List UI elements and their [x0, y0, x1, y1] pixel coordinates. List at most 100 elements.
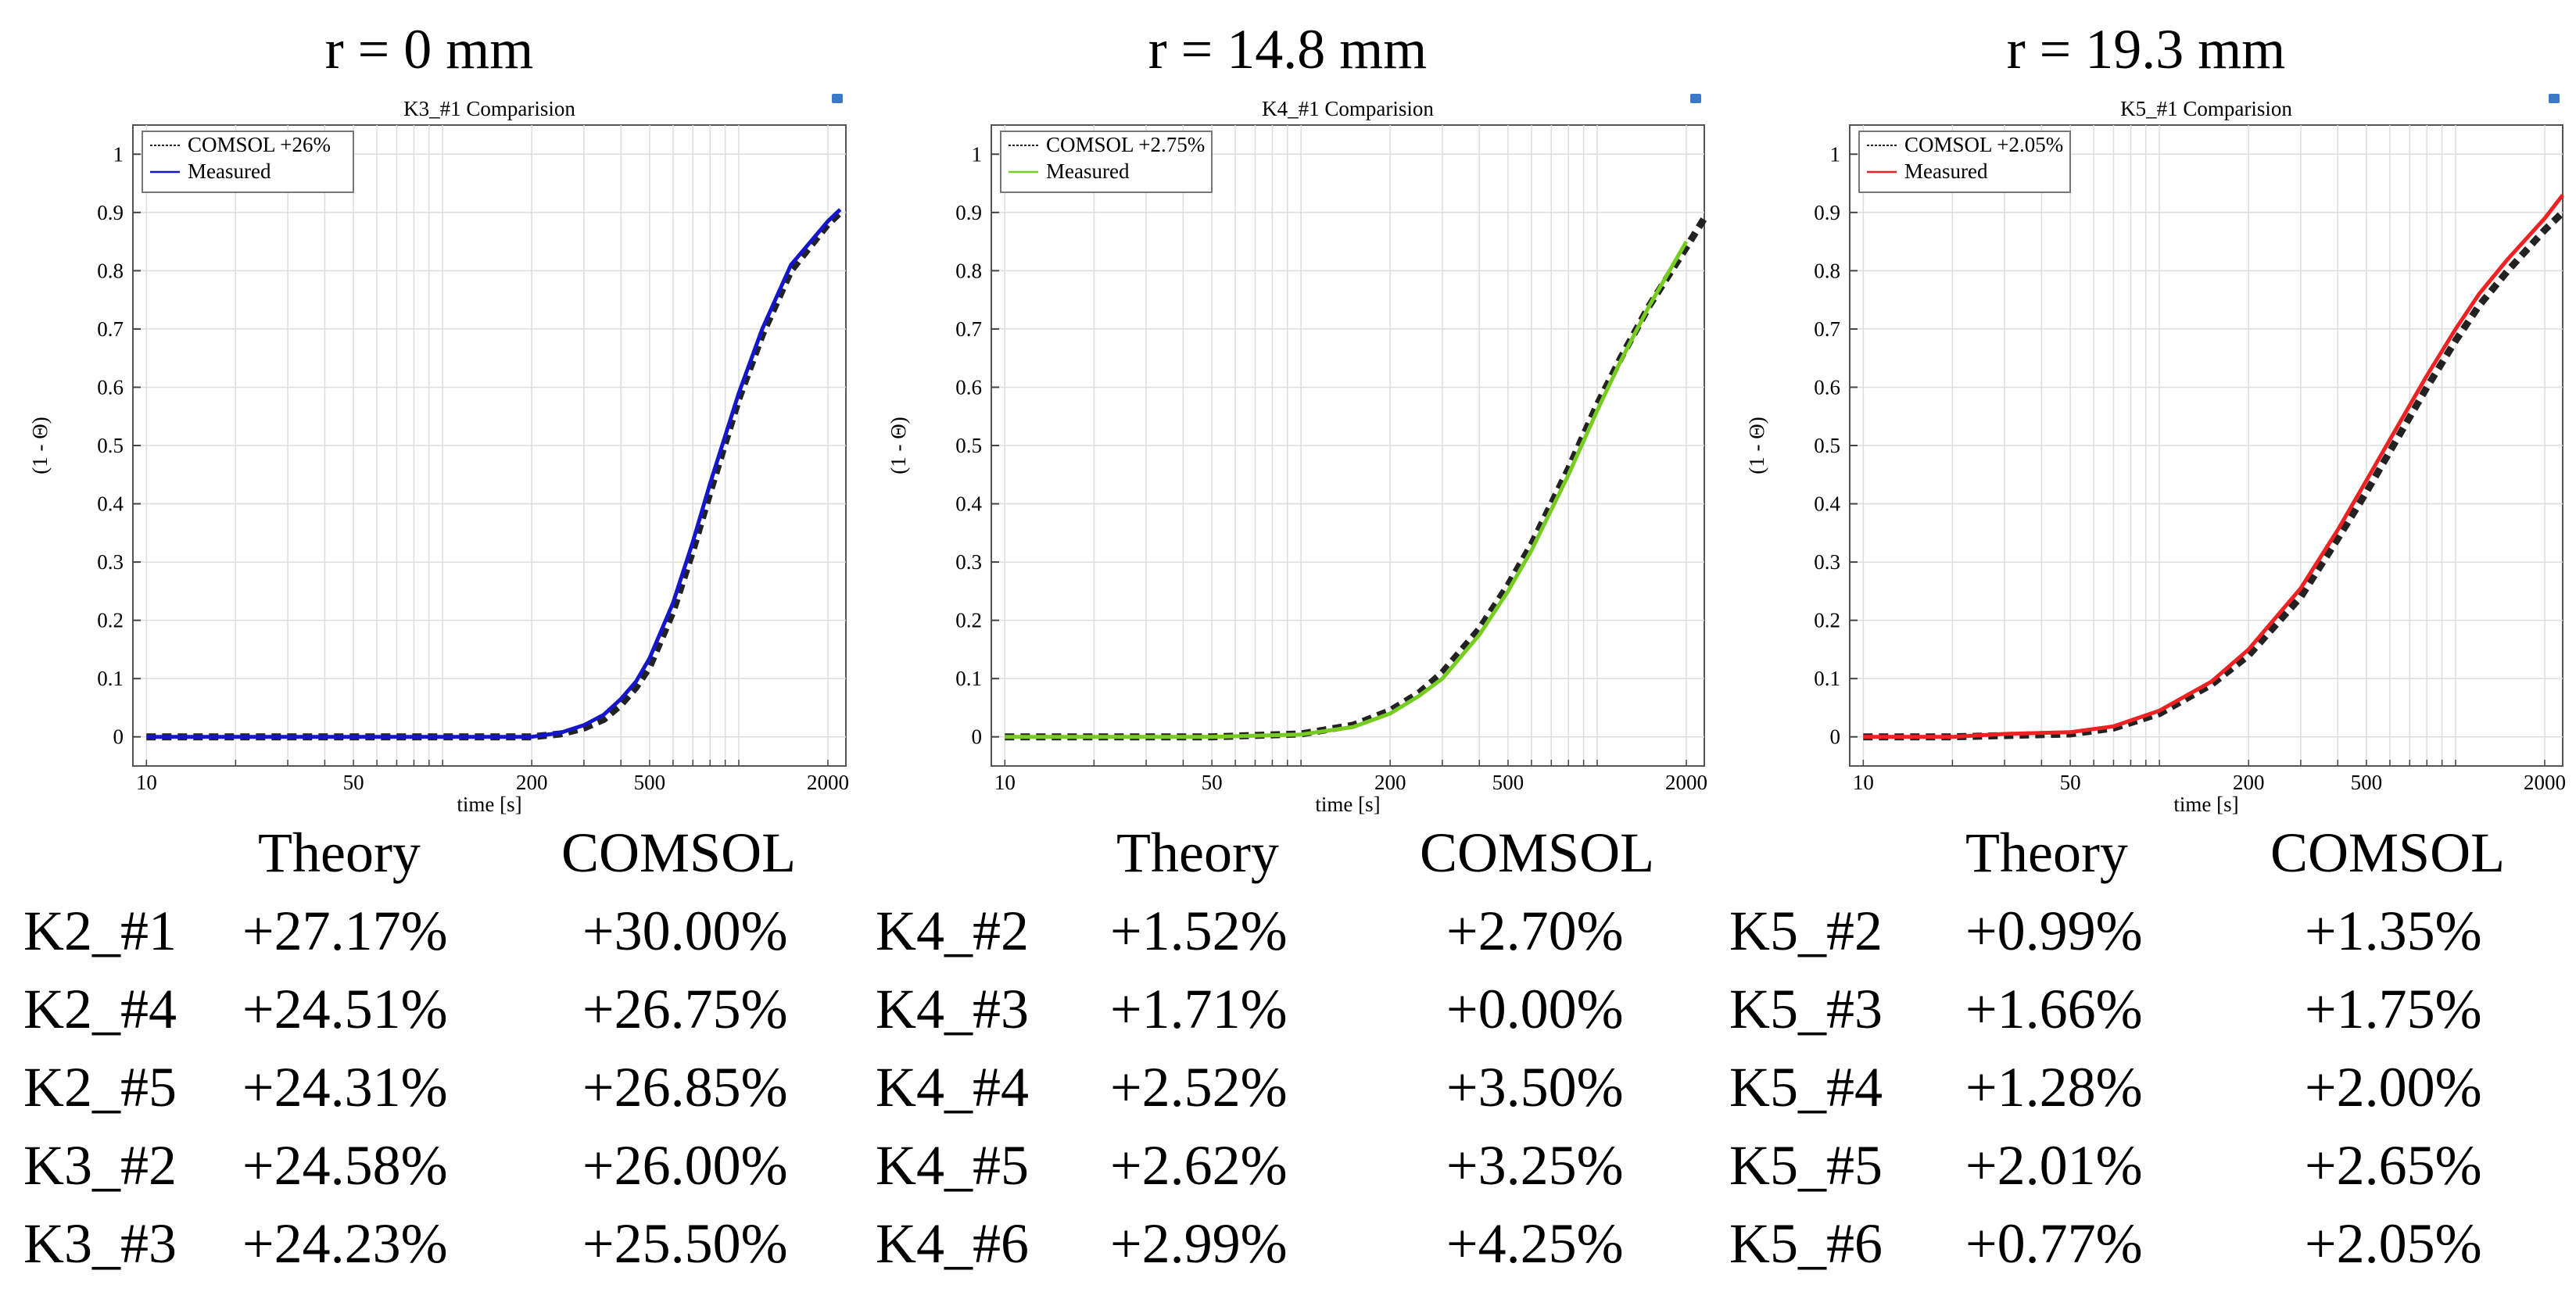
y-tick-label: 0.4 — [1814, 492, 1840, 516]
probe-cell: K4_#3 — [876, 978, 1029, 1040]
theory-cell: +24.31% — [242, 1056, 448, 1118]
x-tick-label: 50 — [1202, 771, 1223, 794]
radius-heading: r = 14.8 mm — [1148, 18, 1428, 81]
y-tick-label: 0.8 — [97, 259, 124, 282]
comsol-cell: +26.85% — [582, 1056, 788, 1118]
theory-cell: +0.99% — [1965, 900, 2143, 962]
comsol-cell: +3.50% — [1446, 1056, 1624, 1118]
probe-cell: K2_#1 — [23, 900, 177, 962]
y-axis-label: (1 - Θ) — [887, 417, 910, 474]
y-tick-label: 0.9 — [97, 201, 124, 224]
chart-title: K4_#1 Comparision — [1262, 97, 1434, 120]
y-tick-label: 0.1 — [1814, 667, 1840, 690]
y-tick-label: 0.7 — [97, 317, 124, 341]
comparison-chart: K3_#1 Comparision 0 0.1 0.2 0.3 0.4 0.5 0.6 0.7 0… — [28, 94, 849, 816]
table-row: K5_#3 +1.66% +1.75% — [1717, 977, 2575, 1055]
probe-cell: K3_#3 — [23, 1212, 177, 1275]
comsol-cell: +26.00% — [582, 1134, 788, 1197]
table-row: K4_#4 +2.52% +3.50% — [858, 1055, 1717, 1133]
legend-label: Measured — [1046, 159, 1130, 183]
table-row: K5_#5 +2.01% +2.65% — [1717, 1133, 2575, 1211]
legend-label: COMSOL +2.05% — [1904, 133, 2063, 156]
legend-label: Measured — [188, 159, 271, 183]
theory-cell: +24.51% — [242, 978, 448, 1040]
y-tick-label: 0.3 — [97, 550, 124, 574]
table-row: K5_#4 +1.28% +2.00% — [1717, 1055, 2575, 1133]
theory-cell: +24.58% — [242, 1134, 448, 1197]
comparison-chart: K5_#1 Comparision 0 0.1 0.2 0.3 0.4 0.5 0.6 0.7 0… — [1745, 94, 2566, 816]
panel-r14-8: r = 14.8 mm K4_#1 Comparision 0 0.1 0.2 0.3 0… — [858, 0, 1717, 1292]
y-tick-label: 0.5 — [97, 434, 124, 457]
header-theory: Theory — [1965, 821, 2128, 884]
table-row: K5_#6 +0.77% +2.05% — [1717, 1211, 2575, 1290]
table-row: K2_#4 +24.51% +26.75% — [0, 977, 858, 1055]
x-tick-label: 10 — [1853, 771, 1874, 794]
x-tick-label: 2000 — [807, 771, 849, 794]
x-tick-label: 200 — [1374, 771, 1406, 794]
y-tick-label: 0.3 — [1814, 550, 1840, 574]
comsol-cell: +1.75% — [2305, 978, 2482, 1040]
window-icon — [2549, 94, 2560, 103]
legend-label: COMSOL +2.75% — [1046, 133, 1205, 156]
legend-label: COMSOL +26% — [188, 133, 331, 156]
probe-cell: K4_#6 — [876, 1212, 1029, 1275]
y-tick-label: 0.7 — [955, 317, 982, 341]
measured-series-line — [1005, 240, 1689, 739]
probe-cell: K2_#4 — [23, 978, 177, 1040]
y-tick-label: 0.4 — [97, 492, 124, 516]
theory-cell: +1.66% — [1965, 978, 2143, 1040]
y-tick-label: 0.4 — [955, 492, 982, 516]
y-tick-label: 0.3 — [955, 550, 982, 574]
y-tick-label: 1 — [113, 142, 124, 166]
chart-title: K5_#1 Comparision — [2120, 97, 2292, 120]
probe-cell: K5_#6 — [1729, 1212, 1883, 1275]
header-comsol: COMSOL — [561, 821, 797, 884]
y-tick-label: 0.6 — [97, 375, 124, 399]
x-axis-label: time [s] — [457, 793, 521, 816]
x-axis-label: time [s] — [1315, 793, 1380, 816]
y-tick-label: 0.6 — [1814, 375, 1840, 399]
theory-cell: +1.52% — [1110, 900, 1288, 962]
x-tick-label: 2000 — [2524, 771, 2566, 794]
window-icon — [1690, 94, 1701, 103]
table-row: K4_#2 +1.52% +2.70% — [858, 899, 1717, 977]
table-row: K3_#3 +24.23% +25.50% — [0, 1211, 858, 1290]
theory-cell: +2.52% — [1110, 1056, 1288, 1118]
x-tick-label: 500 — [634, 771, 666, 794]
theory-cell: +24.23% — [242, 1212, 448, 1275]
y-tick-label: 0.2 — [1814, 609, 1840, 632]
radius-heading: r = 0 mm — [324, 18, 534, 81]
y-tick-label: 0.1 — [955, 667, 982, 690]
comsol-cell: +3.25% — [1446, 1134, 1624, 1197]
x-tick-label: 500 — [1492, 771, 1524, 794]
theory-cell: +27.17% — [242, 900, 448, 962]
x-tick-label: 10 — [136, 771, 157, 794]
y-tick-label: 0.5 — [1814, 434, 1840, 457]
legend-box — [1000, 131, 1213, 193]
table-row: K3_#2 +24.58% +26.00% — [0, 1133, 858, 1211]
x-tick-label: 2000 — [1665, 771, 1707, 794]
table-row: K4_#5 +2.62% +3.25% — [858, 1133, 1717, 1211]
comparison-chart: K4_#1 Comparision 0 0.1 0.2 0.3 0.4 0.5 0.6 0.7 0… — [887, 94, 1707, 816]
probe-cell: K5_#2 — [1729, 900, 1883, 962]
table-row: K2_#5 +24.31% +26.85% — [0, 1055, 858, 1133]
deviation-table: Theory COMSOL K2_#1 +27.17% +30.00% K2_#… — [0, 821, 858, 1290]
window-icon — [832, 94, 843, 103]
theory-cell: +2.99% — [1110, 1212, 1288, 1275]
deviation-table: Theory COMSOL K5_#2 +0.99% +1.35% K5_#3 … — [1717, 821, 2575, 1290]
y-tick-label: 0.8 — [955, 259, 982, 282]
y-tick-label: 0.5 — [955, 434, 982, 457]
probe-cell: K4_#4 — [876, 1056, 1029, 1118]
y-tick-label: 0.1 — [97, 667, 124, 690]
y-axis-label: (1 - Θ) — [1745, 417, 1768, 474]
y-tick-label: 0.8 — [1814, 259, 1840, 282]
table-row: K5_#2 +0.99% +1.35% — [1717, 899, 2575, 977]
deviation-table: Theory COMSOL K4_#2 +1.52% +2.70% K4_#3 … — [858, 821, 1717, 1290]
x-tick-label: 50 — [2060, 771, 2081, 794]
header-theory: Theory — [258, 821, 421, 884]
theory-cell: +1.28% — [1965, 1056, 2143, 1118]
comsol-cell: +2.65% — [2305, 1134, 2482, 1197]
measured-series-line — [1863, 193, 2564, 739]
y-tick-label: 0.7 — [1814, 317, 1840, 341]
theory-cell: +2.01% — [1965, 1134, 2143, 1197]
